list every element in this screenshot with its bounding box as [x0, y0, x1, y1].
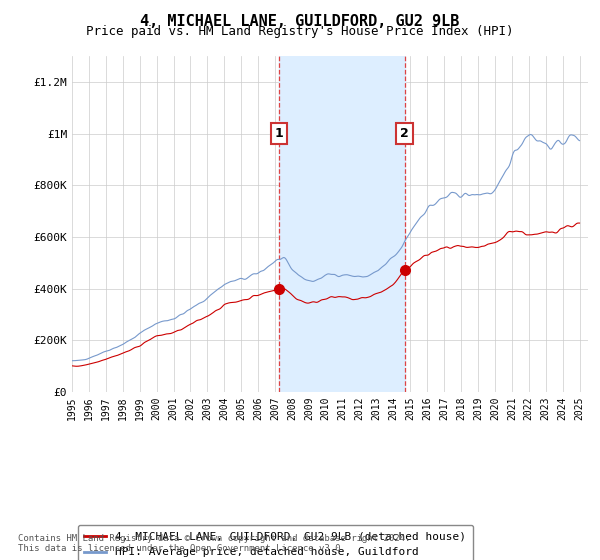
Text: Contains HM Land Registry data © Crown copyright and database right 2024.
This d: Contains HM Land Registry data © Crown c…: [18, 534, 410, 553]
Text: 2: 2: [400, 127, 409, 140]
Bar: [279, 56, 404, 392]
Text: Price paid vs. HM Land Registry's House Price Index (HPI): Price paid vs. HM Land Registry's House …: [86, 25, 514, 38]
Legend: 4, MICHAEL LANE, GUILDFORD, GU2 9LB (detached house), HPI: Average price, detach: 4, MICHAEL LANE, GUILDFORD, GU2 9LB (det…: [77, 525, 473, 560]
Text: 1: 1: [275, 127, 284, 140]
Text: 4, MICHAEL LANE, GUILDFORD, GU2 9LB: 4, MICHAEL LANE, GUILDFORD, GU2 9LB: [140, 14, 460, 29]
